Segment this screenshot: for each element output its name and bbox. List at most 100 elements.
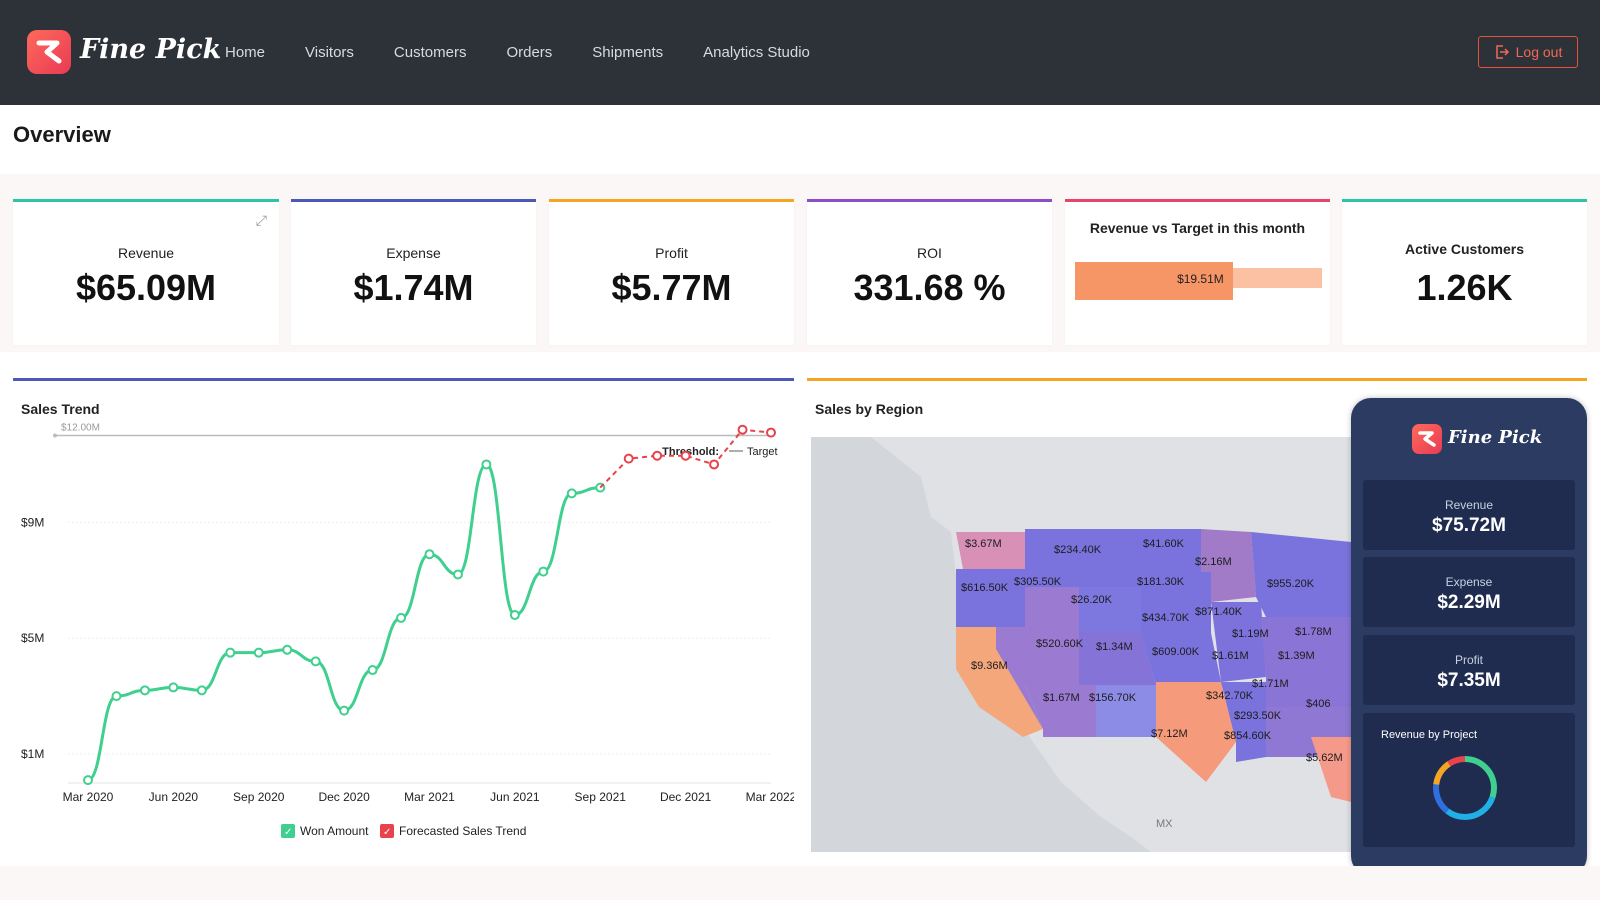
state-region[interactable]: [1156, 682, 1236, 782]
state-region[interactable]: [1096, 685, 1156, 737]
region-value-label: $1.61M: [1212, 650, 1249, 662]
revenue-by-project-title: Revenue by Project: [1381, 729, 1477, 741]
sales-trend-chart: $12.00M Threshold: Target Mar 2020 Jun 20…: [21, 422, 794, 838]
region-value-label: $1.19M: [1232, 628, 1269, 640]
region-value-label: $1.71M: [1252, 678, 1289, 690]
won-amount-point: [566, 488, 577, 499]
mobile-profit-card[interactable]: Profit $7.35M: [1363, 635, 1575, 705]
region-value-label: $3.67M: [965, 538, 1002, 550]
kpi-active-customers-card[interactable]: Active Customers 1.26K: [1342, 199, 1587, 345]
mobile-revenue-by-project-card[interactable]: Revenue by Project: [1363, 713, 1575, 847]
state-region[interactable]: [1141, 529, 1201, 572]
state-region[interactable]: [996, 627, 1043, 729]
forecast-point: [737, 424, 748, 435]
state-region[interactable]: [1079, 632, 1156, 685]
x-tick-label: Sep 2020: [233, 790, 285, 804]
country-label: MX: [1156, 818, 1173, 830]
state-region[interactable]: [956, 569, 1025, 627]
revenue-by-project-donut[interactable]: [1363, 713, 1575, 847]
mobile-profit-label: Profit: [1454, 653, 1483, 667]
y-tick-label: $1M: [21, 747, 44, 761]
region-value-label: $434.70K: [1142, 612, 1190, 624]
region-value-label: $2.16M: [1195, 556, 1232, 568]
x-tick-label: Sep 2021: [575, 790, 627, 804]
kpi-revenue-card[interactable]: ⤢ Revenue $65.09M: [13, 199, 279, 345]
mobile-expense-card[interactable]: Expense $2.29M: [1363, 557, 1575, 627]
nav-shipments[interactable]: Shipments: [592, 44, 664, 61]
region-value-label: $1.67M: [1043, 692, 1080, 704]
won-amount-point: [424, 549, 435, 560]
state-region[interactable]: [1221, 682, 1266, 762]
brand-name[interactable]: Fine Pick: [80, 34, 222, 65]
kpi-expense-label: Expense: [386, 245, 441, 261]
state-region[interactable]: [956, 627, 1043, 737]
state-region[interactable]: [956, 532, 1025, 569]
won-amount-point: [139, 685, 150, 696]
mobile-expense-label: Expense: [1445, 575, 1493, 589]
state-region[interactable]: [1141, 633, 1221, 685]
y-tick-label: $9M: [21, 515, 44, 529]
forecast-legend-swatch[interactable]: [380, 824, 394, 838]
nav-analytics-studio[interactable]: Analytics Studio: [703, 44, 810, 61]
won-amount-point: [481, 459, 492, 470]
state-region[interactable]: [1079, 587, 1141, 632]
won-amount-legend-swatch[interactable]: [281, 824, 295, 838]
brand-name: Fine Pick: [1448, 427, 1543, 448]
region-value-label: $41.60K: [1143, 538, 1185, 550]
sales-region-map[interactable]: $3.67M $234.40K $41.60K $2.16M $616.50K $305.…: [811, 437, 1351, 852]
kpi-roi-card[interactable]: ROI 331.68 %: [807, 199, 1052, 345]
state-region[interactable]: [1201, 529, 1256, 602]
logout-icon: [1495, 45, 1509, 59]
x-tick-label: Dec 2021: [660, 790, 712, 804]
kpi-expense-card[interactable]: Expense $1.74M: [291, 199, 536, 345]
brand-logo-icon[interactable]: [27, 30, 71, 74]
rvt-value-label: $19.51M: [1177, 272, 1224, 286]
state-region[interactable]: [1141, 602, 1211, 633]
state-region[interactable]: [1025, 587, 1079, 685]
state-region[interactable]: [1211, 602, 1266, 682]
nav-orders[interactable]: Orders: [506, 44, 553, 61]
state-region[interactable]: [1311, 737, 1351, 802]
x-tick-label: Mar 2020: [63, 790, 114, 804]
kpi-active-customers-label: Active Customers: [1404, 241, 1525, 257]
nav-visitors[interactable]: Visitors: [305, 44, 354, 61]
bottom-band: [0, 866, 1600, 900]
region-value-label: $616.50K: [961, 582, 1009, 594]
forecast-legend-label[interactable]: Forecasted Sales Trend: [399, 824, 526, 838]
sales-region-title: Sales by Region: [815, 401, 924, 417]
kpi-revenue-vs-target-card[interactable]: Revenue vs Target in this month $19.51M: [1065, 199, 1330, 345]
region-value-label: $305.50K: [1014, 576, 1062, 588]
x-tick-label: Jun 2021: [490, 790, 540, 804]
region-value-label: $293.50K: [1234, 710, 1282, 722]
logout-button[interactable]: Log out: [1478, 36, 1578, 68]
nav-home[interactable]: Home: [225, 44, 266, 61]
won-amount-point: [225, 647, 236, 658]
mobile-profit-value: $7.35M: [1437, 670, 1501, 691]
state-region[interactable]: [1025, 685, 1096, 737]
us-region-map[interactable]: $3.67M $234.40K $41.60K $2.16M $616.50K $305.…: [811, 437, 1351, 852]
forecast-point: [709, 459, 720, 470]
state-region[interactable]: [1261, 617, 1351, 707]
won-amount-point: [339, 705, 350, 716]
region-value-label: $234.40K: [1054, 544, 1102, 556]
nav-links: Home Visitors Customers Orders Shipments…: [225, 0, 850, 105]
sales-trend-title: Sales Trend: [21, 401, 100, 417]
state-region[interactable]: [1025, 529, 1141, 597]
kpi-profit-value: $5.77M: [611, 267, 732, 308]
nav-customers[interactable]: Customers: [393, 44, 467, 61]
won-amount-legend-label[interactable]: Won Amount: [300, 824, 369, 838]
brand-logo-icon: [1412, 424, 1442, 454]
state-region[interactable]: [1251, 532, 1351, 617]
won-amount-point: [111, 691, 122, 702]
kpi-roi-label: ROI: [917, 245, 942, 261]
won-amount-line: [87, 462, 601, 782]
state-region[interactable]: [1141, 572, 1211, 602]
region-value-label: $1.39M: [1278, 650, 1315, 662]
expand-icon[interactable]: ⤢: [255, 212, 267, 228]
sales-trend-panel: Sales Trend $12.00M Threshold: Target Ma…: [13, 378, 794, 866]
mobile-preview: Fine Pick Revenue $75.72M Expense $2.29M…: [1351, 398, 1587, 876]
kpi-profit-card[interactable]: Profit $5.77M: [549, 199, 794, 345]
x-tick-label: Mar 2021: [404, 790, 455, 804]
mobile-revenue-card[interactable]: Revenue $75.72M: [1363, 480, 1575, 550]
won-amount-point: [83, 775, 93, 786]
